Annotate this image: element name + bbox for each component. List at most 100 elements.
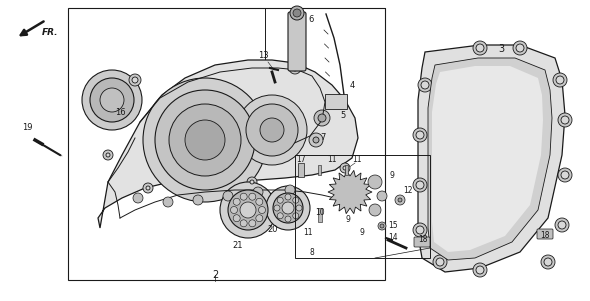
Circle shape: [249, 220, 256, 227]
Circle shape: [277, 197, 283, 203]
Circle shape: [290, 6, 304, 20]
Circle shape: [544, 258, 552, 266]
Circle shape: [293, 213, 299, 219]
Circle shape: [159, 94, 251, 186]
Circle shape: [289, 62, 301, 74]
Text: FR.: FR.: [42, 28, 58, 37]
Circle shape: [252, 110, 292, 150]
Circle shape: [163, 197, 173, 207]
Circle shape: [421, 81, 429, 89]
Circle shape: [129, 74, 141, 86]
Circle shape: [368, 175, 382, 189]
Text: 4: 4: [350, 81, 355, 90]
Circle shape: [516, 44, 524, 52]
Circle shape: [100, 88, 124, 112]
FancyBboxPatch shape: [325, 94, 347, 109]
Circle shape: [558, 113, 572, 127]
Circle shape: [146, 186, 150, 190]
Bar: [298, 163, 304, 177]
FancyBboxPatch shape: [537, 229, 553, 239]
Circle shape: [413, 128, 427, 142]
Circle shape: [274, 205, 280, 211]
Circle shape: [237, 95, 307, 165]
Circle shape: [175, 110, 235, 170]
Circle shape: [513, 41, 527, 55]
Circle shape: [380, 224, 384, 228]
Circle shape: [155, 90, 255, 190]
Circle shape: [313, 137, 319, 143]
Circle shape: [249, 193, 256, 200]
Circle shape: [246, 104, 298, 156]
Circle shape: [369, 204, 381, 216]
Circle shape: [240, 193, 247, 200]
Circle shape: [285, 185, 295, 195]
Text: 2: 2: [212, 270, 218, 280]
Circle shape: [541, 255, 555, 269]
Circle shape: [258, 206, 266, 213]
Circle shape: [293, 197, 299, 203]
Circle shape: [340, 163, 350, 173]
Circle shape: [418, 78, 432, 92]
Circle shape: [103, 150, 113, 160]
Circle shape: [340, 182, 360, 202]
Polygon shape: [98, 60, 358, 228]
Circle shape: [285, 216, 291, 222]
Circle shape: [90, 78, 134, 122]
Circle shape: [143, 78, 267, 202]
Circle shape: [413, 223, 427, 237]
Circle shape: [233, 215, 240, 222]
Text: 14: 14: [388, 233, 398, 242]
Circle shape: [228, 190, 268, 230]
Circle shape: [292, 65, 298, 71]
Circle shape: [169, 104, 241, 176]
Text: 18: 18: [418, 235, 428, 244]
Circle shape: [561, 171, 569, 179]
Circle shape: [231, 206, 238, 213]
Circle shape: [256, 215, 263, 222]
Circle shape: [416, 181, 424, 189]
Circle shape: [250, 180, 254, 184]
Circle shape: [416, 131, 424, 139]
Circle shape: [309, 133, 323, 147]
Text: 3: 3: [498, 44, 504, 54]
Text: 10: 10: [315, 208, 324, 217]
Bar: [265, 8, 385, 155]
Circle shape: [473, 41, 487, 55]
Circle shape: [260, 118, 284, 142]
Circle shape: [240, 202, 256, 218]
Circle shape: [416, 226, 424, 234]
Circle shape: [143, 183, 153, 193]
Polygon shape: [432, 66, 543, 252]
Circle shape: [293, 9, 301, 17]
Circle shape: [233, 198, 240, 205]
Circle shape: [436, 258, 444, 266]
Text: 8: 8: [310, 248, 314, 257]
Circle shape: [220, 182, 276, 238]
Circle shape: [378, 222, 386, 230]
Text: 11: 11: [327, 155, 336, 164]
FancyBboxPatch shape: [414, 237, 430, 247]
Circle shape: [273, 193, 303, 223]
Circle shape: [133, 193, 143, 203]
Polygon shape: [418, 45, 565, 272]
Circle shape: [473, 263, 487, 277]
Circle shape: [247, 177, 257, 187]
Circle shape: [94, 82, 130, 118]
Circle shape: [266, 186, 310, 230]
Text: 11: 11: [352, 155, 362, 164]
Circle shape: [223, 191, 233, 201]
Circle shape: [476, 266, 484, 274]
Bar: [295, 155, 430, 258]
Bar: [68, 8, 385, 280]
Circle shape: [558, 221, 566, 229]
Text: 9: 9: [360, 228, 365, 237]
Circle shape: [282, 202, 294, 214]
Circle shape: [413, 178, 427, 192]
Text: 20: 20: [267, 225, 277, 234]
Bar: [318, 208, 322, 222]
Circle shape: [296, 205, 302, 211]
Circle shape: [256, 198, 263, 205]
Circle shape: [556, 76, 564, 84]
Circle shape: [343, 166, 347, 170]
Circle shape: [277, 213, 283, 219]
